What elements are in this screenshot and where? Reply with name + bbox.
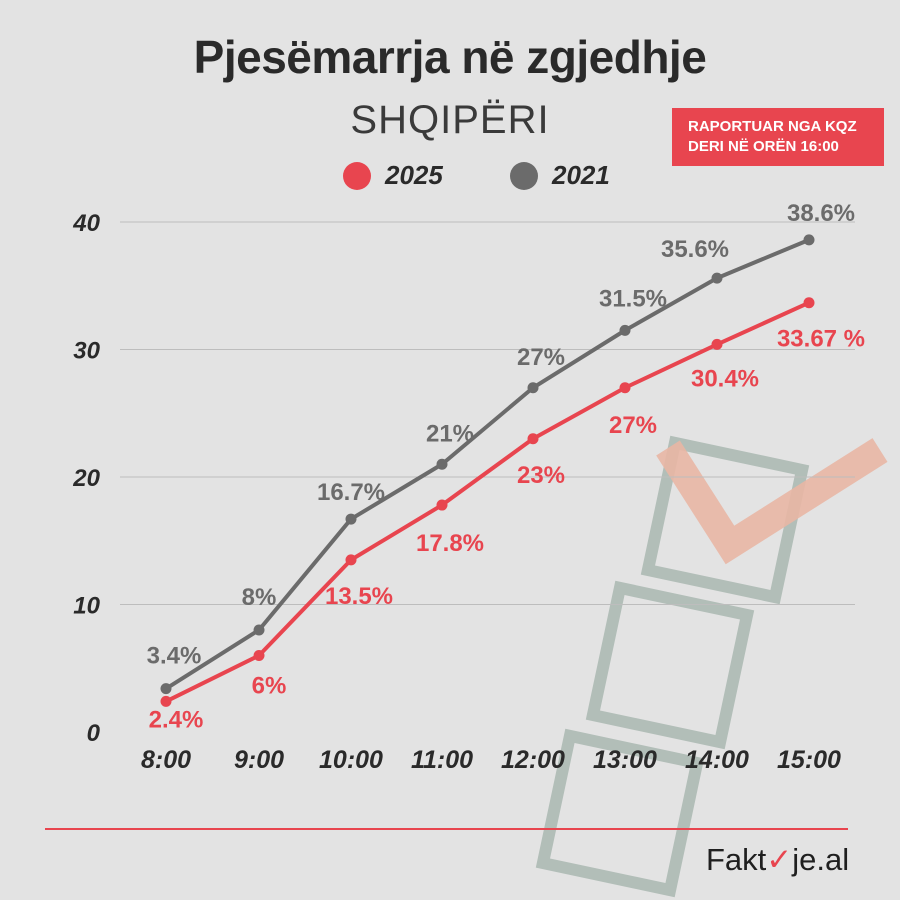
y-tick-label: 30 (73, 338, 100, 365)
x-tick-label: 11:00 (411, 746, 473, 774)
data-point-2025 (527, 433, 539, 445)
y-tick-label: 0 (87, 720, 101, 747)
brand-name-suffix: je.al (792, 842, 850, 877)
data-label-2025: 6% (252, 673, 287, 700)
data-label-2021: 35.6% (661, 236, 729, 263)
data-label-2025: 2.4% (149, 706, 204, 733)
data-label-2021: 8% (242, 584, 277, 611)
data-point-2025 (436, 499, 448, 511)
x-tick-label: 10:00 (319, 746, 383, 774)
checkbox-outline-icon (535, 435, 810, 898)
brand-name-prefix: Fakt (706, 842, 767, 877)
data-point-2021 (619, 324, 631, 336)
y-tick-label: 20 (72, 465, 100, 492)
data-label-2021: 31.5% (599, 285, 667, 312)
data-label-2021: 21% (426, 420, 474, 447)
source-note-line: RAPORTUAR NGA KQZ (688, 118, 857, 135)
source-note-badge: RAPORTUAR NGA KQZ DERI NË ORËN 16:00 (672, 108, 884, 166)
legend-item-2021: 2021 (510, 160, 610, 191)
data-point-2025 (253, 650, 265, 661)
data-point-2021 (345, 513, 357, 525)
data-label-2025: 33.67 % (777, 326, 865, 353)
data-point-2021 (436, 458, 448, 470)
y-tick-label: 40 (72, 210, 100, 237)
data-label-2025: 23% (517, 462, 565, 489)
data-point-2021 (527, 382, 539, 394)
data-point-2021 (253, 624, 265, 636)
legend-item-2025: 2025 (343, 160, 443, 191)
legend-dot-2021-icon (510, 161, 538, 190)
legend-dot-2025-icon (343, 161, 371, 190)
data-point-2025 (803, 297, 815, 309)
brand-logo: Fakt✓je.al (706, 842, 849, 878)
data-point-2025 (345, 554, 357, 566)
footer-divider (45, 828, 848, 830)
y-tick-label: 10 (73, 593, 100, 620)
data-label-2021: 27% (517, 344, 565, 371)
data-label-2021: 16.7% (317, 479, 385, 506)
data-label-2025: 17.8% (416, 530, 484, 557)
legend-label-2025: 2025 (385, 160, 443, 190)
x-tick-label: 8:00 (141, 746, 191, 774)
data-point-2021 (711, 272, 723, 284)
series-line-2025 (164, 300, 811, 704)
source-note-line: DERI NË ORËN 16:00 (688, 138, 839, 155)
chart-title: Pjesëmarrja në zgjedhje (193, 31, 707, 83)
data-label-2025: 30.4% (691, 365, 759, 392)
data-point-2021 (160, 683, 172, 695)
x-tick-label: 14:00 (685, 746, 749, 774)
data-label-2021: 3.4% (147, 643, 202, 670)
x-tick-label: 13:00 (593, 746, 657, 774)
check-tick-icon: ✓ (766, 842, 793, 877)
chart-subtitle: SHQIPËRI (350, 98, 550, 142)
data-point-2021 (803, 234, 815, 246)
x-tick-label: 12:00 (501, 746, 565, 774)
series-line-2021 (164, 237, 811, 691)
x-tick-label: 9:00 (234, 746, 284, 774)
legend-label-2021: 2021 (552, 160, 610, 190)
check-mark-icon (656, 438, 888, 565)
x-tick-label: 15:00 (777, 746, 841, 774)
data-label-2025: 27% (609, 412, 657, 439)
data-point-2025 (619, 382, 631, 394)
data-point-2025 (711, 338, 723, 350)
data-label-2021: 38.6% (787, 200, 855, 227)
data-label-2025: 13.5% (325, 583, 393, 610)
data-point-2025 (160, 695, 172, 707)
